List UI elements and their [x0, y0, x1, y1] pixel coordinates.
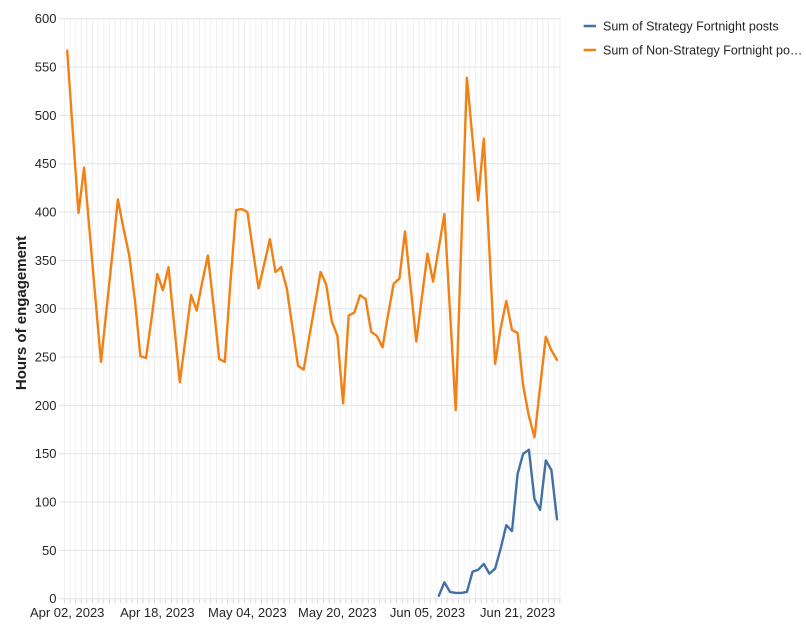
svg-text:50: 50 [42, 543, 56, 558]
svg-text:May 20, 2023: May 20, 2023 [298, 605, 377, 620]
svg-text:100: 100 [35, 495, 57, 510]
svg-text:150: 150 [35, 446, 57, 461]
svg-text:400: 400 [35, 205, 57, 220]
svg-text:Sum of Non-Strategy Fortnight: Sum of Non-Strategy Fortnight po… [603, 44, 802, 58]
svg-text:Jun 21, 2023: Jun 21, 2023 [480, 605, 555, 620]
svg-text:600: 600 [35, 11, 57, 26]
svg-text:250: 250 [35, 350, 57, 365]
svg-text:Apr 02, 2023: Apr 02, 2023 [30, 605, 104, 620]
svg-text:350: 350 [35, 253, 57, 268]
svg-text:500: 500 [35, 108, 57, 123]
svg-text:0: 0 [49, 591, 56, 606]
svg-text:550: 550 [35, 60, 57, 75]
svg-text:300: 300 [35, 301, 57, 316]
svg-text:May 04, 2023: May 04, 2023 [208, 605, 287, 620]
svg-text:Apr 18, 2023: Apr 18, 2023 [120, 605, 194, 620]
svg-text:450: 450 [35, 156, 57, 171]
svg-text:200: 200 [35, 398, 57, 413]
svg-text:Sum of Strategy Fortnight post: Sum of Strategy Fortnight posts [603, 20, 779, 34]
svg-text:Jun 05, 2023: Jun 05, 2023 [390, 605, 465, 620]
svg-text:Hours of engagement: Hours of engagement [13, 236, 30, 390]
